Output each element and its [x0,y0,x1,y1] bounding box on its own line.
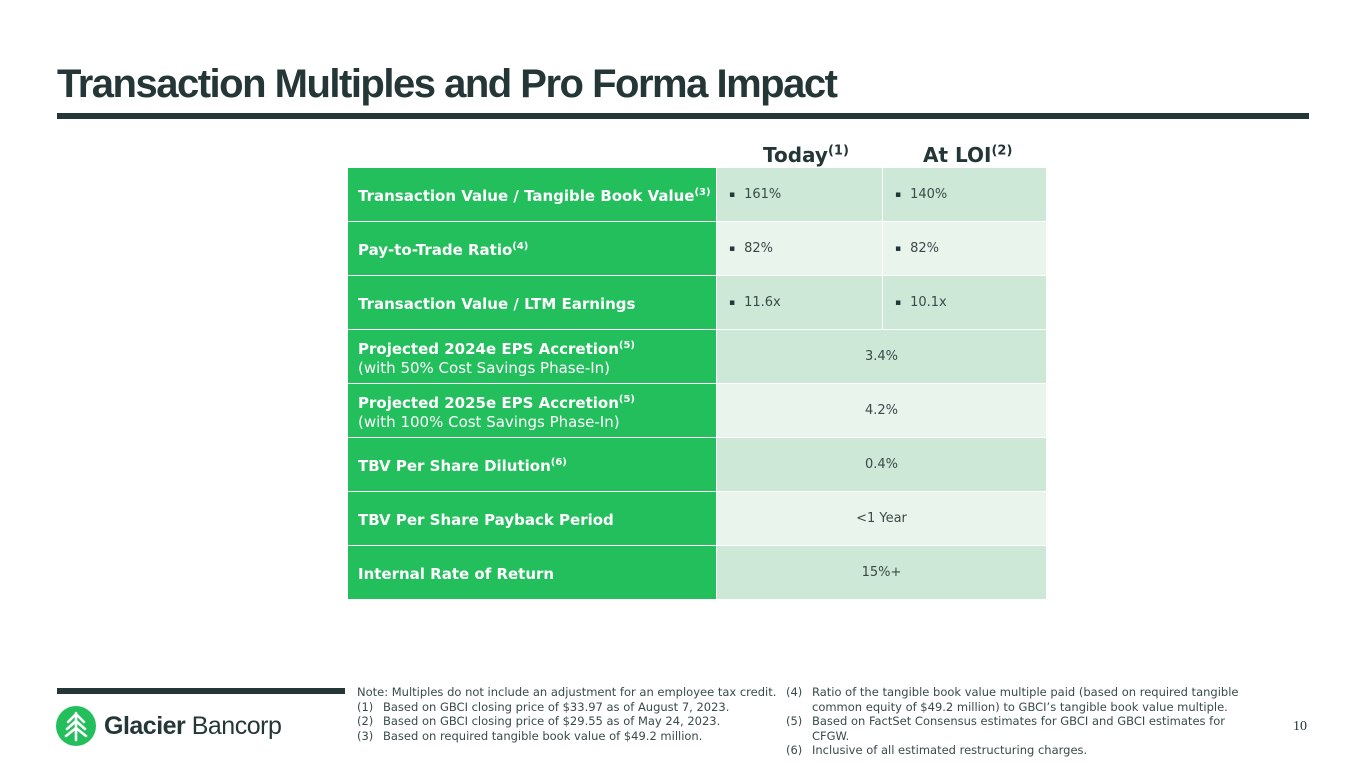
footnote: (2) Based on GBCI closing price of $29.55… [357,714,777,729]
column-header-today: Today(1) [763,143,849,167]
footnote-ref: (5) [618,393,635,405]
row-label-text: Projected 2024e EPS Accretion [358,339,619,358]
today-value-cell: ▪ 11.6x [717,276,882,329]
page-title: Transaction Multiples and Pro Forma Impa… [57,62,838,106]
bullet-icon: ▪ [729,189,736,200]
row-label-text: Transaction Value / Tangible Book Value [358,187,695,205]
row-label-text: TBV Per Share Dilution [358,457,551,475]
multiples-table: Transaction Value / Tangible Book Value(… [348,168,1046,600]
row-label: Transaction Value / Tangible Book Value(… [348,168,716,221]
logo-name-bold: Glacier [104,711,186,740]
footnote: (4) Ratio of the tangible book value mult… [786,685,1248,714]
footnote-ref: (2) [991,143,1013,159]
row-label: Transaction Value / LTM Earnings [348,276,716,329]
merged-value: 0.4% [864,457,899,472]
footnotes-right: (4) Ratio of the tangible book value mult… [786,685,1248,758]
table-row: Transaction Value / LTM Earnings ▪ 11.6x … [348,276,1046,329]
row-label: Projected 2024e EPS Accretion(5) (with 5… [348,330,716,383]
footnote: (6) Inclusive of all estimated restructur… [786,743,1248,758]
row-sublabel: (with 50% Cost Savings Phase-In) [358,358,611,377]
merged-value: 3.4% [864,349,899,364]
footnote-text: Ratio of the tangible book value multipl… [812,685,1239,714]
merged-value-cell: 4.2% [717,384,1046,437]
today-value: 11.6x [744,295,781,310]
page-number: 10 [1293,719,1307,734]
table-row: TBV Per Share Payback Period <1 Year [348,492,1046,545]
row-label-text: Transaction Value / LTM Earnings [358,295,636,313]
today-value-cell: ▪ 82% [717,222,882,275]
table-row: TBV Per Share Dilution(6) 0.4% [348,438,1046,491]
loi-value: 82% [910,241,940,256]
merged-value: 15%+ [861,565,902,580]
table-row: Transaction Value / Tangible Book Value(… [348,168,1046,221]
row-sublabel: (with 100% Cost Savings Phase-In) [358,412,620,431]
bullet-icon: ▪ [729,297,736,308]
merged-value-cell: 0.4% [717,438,1046,491]
footnote-ref: (4) [512,241,529,252]
merged-value-cell: 15%+ [717,546,1046,599]
today-value-cell: ▪ 161% [717,168,882,221]
bullet-icon: ▪ [895,297,902,308]
row-label: Internal Rate of Return [348,546,716,599]
merged-value-cell: <1 Year [717,492,1046,545]
table-row: Internal Rate of Return 15%+ [348,546,1046,599]
loi-value: 10.1x [910,295,947,310]
merged-value: 4.2% [864,403,899,418]
column-header-loi: At LOI(2) [923,143,1012,167]
merged-value-cell: 3.4% [717,330,1046,383]
footnote-intro: Note: Multiples do not include an adjust… [357,685,777,699]
footnote-num: (1) [357,699,374,714]
table-row: Pay-to-Trade Ratio(4) ▪ 82% ▪ 82% [348,222,1046,275]
loi-value: 140% [910,187,948,202]
title-divider [57,113,1309,119]
row-label: TBV Per Share Payback Period [348,492,716,545]
footnote: (5) Based on FactSet Consensus estimates … [786,714,1248,743]
today-value: 82% [744,241,774,256]
merged-value: <1 Year [856,511,907,526]
logo-name-light: Bancorp [185,711,282,740]
loi-value-cell: ▪ 140% [883,168,1046,221]
loi-value-cell: ▪ 82% [883,222,1046,275]
footnote-text: Inclusive of all estimated restructuring… [812,743,1088,757]
footnote-text: Based on FactSet Consensus estimates for… [812,714,1225,743]
footnote-ref: (3) [694,187,711,198]
footnotes-left: Note: Multiples do not include an adjust… [357,685,777,743]
footnote: (1) Based on GBCI closing price of $33.97… [357,700,777,715]
footnote: (3) Based on required tangible book value… [357,729,777,744]
row-label-text: Pay-to-Trade Ratio [358,241,513,259]
bullet-icon: ▪ [895,189,902,200]
row-label-text: TBV Per Share Payback Period [358,511,614,529]
footnote-num: (3) [357,728,374,743]
column-header-loi-label: At LOI [923,143,992,167]
footnote-num: (4) [786,685,803,699]
company-logo: Glacier Bancorp [55,705,282,747]
row-label: Pay-to-Trade Ratio(4) [348,222,716,275]
footnote-text: Based on GBCI closing price of $33.97 as… [383,699,730,714]
footer-divider [57,688,345,694]
row-label-text: Projected 2025e EPS Accretion [358,393,619,412]
column-header-today-label: Today [763,143,828,167]
footnote-num: (5) [786,714,803,728]
table-row: Projected 2024e EPS Accretion(5) (with 5… [348,330,1046,383]
footnote-ref: (5) [618,339,635,351]
loi-value-cell: ▪ 10.1x [883,276,1046,329]
footnote-ref: (6) [550,457,567,468]
row-label: TBV Per Share Dilution(6) [348,438,716,491]
row-label-text: Internal Rate of Return [358,565,555,583]
logo-wordmark: Glacier Bancorp [104,711,282,741]
row-label: Projected 2025e EPS Accretion(5) (with 1… [348,384,716,437]
bullet-icon: ▪ [729,243,736,254]
footnote-text: Based on GBCI closing price of $29.55 as… [383,714,721,728]
footnote-num: (2) [357,714,374,728]
footnote-text: Based on required tangible book value of… [383,728,703,743]
bullet-icon: ▪ [895,243,902,254]
footnote-num: (6) [786,743,803,757]
glacier-tree-icon [56,706,96,746]
today-value: 161% [744,187,782,202]
footnote-ref: (1) [827,143,849,159]
table-row: Projected 2025e EPS Accretion(5) (with 1… [348,384,1046,437]
